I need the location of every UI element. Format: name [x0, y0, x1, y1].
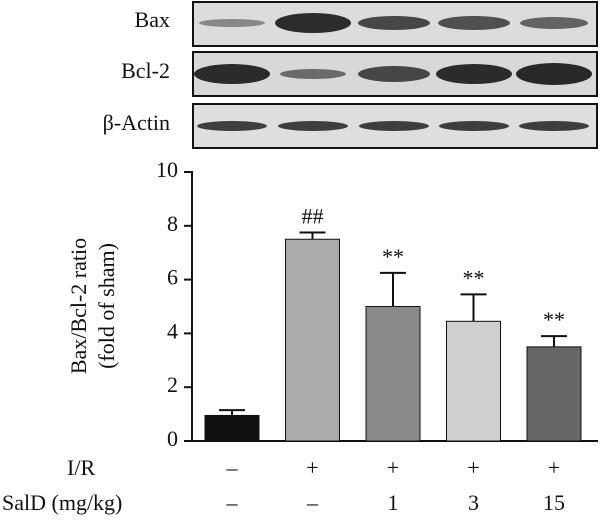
- condition-label: SalD (mg/kg): [2, 490, 122, 515]
- y-axis-label: (fold of sham): [94, 243, 119, 369]
- significance-label: **: [543, 307, 565, 332]
- condition-value: +: [387, 455, 399, 480]
- bar: [285, 238, 340, 442]
- blot-label: Bax: [135, 7, 170, 32]
- significance-label: ##: [302, 204, 324, 229]
- condition-value: +: [467, 455, 479, 480]
- bar: [365, 306, 421, 442]
- condition-value: –: [306, 490, 319, 515]
- condition-value: 3: [468, 490, 479, 515]
- western-blots: Bax Bcl-2 β-Actin: [103, 1, 598, 149]
- condition-value: –: [226, 455, 239, 480]
- y-axis-label: Bax/Bcl-2 ratio: [66, 238, 91, 374]
- condition-value: –: [226, 490, 239, 515]
- condition-value: +: [306, 455, 318, 480]
- bar: [446, 320, 501, 442]
- y-tick-label: 4: [167, 318, 178, 343]
- blot-label: Bcl-2: [121, 58, 170, 83]
- condition-value: +: [548, 455, 560, 480]
- y-tick-label: 0: [167, 426, 178, 451]
- bar: [526, 346, 582, 442]
- bar: [204, 414, 260, 442]
- significance-label: **: [463, 265, 485, 290]
- bands: [194, 13, 592, 131]
- y-tick-label: 10: [156, 157, 178, 182]
- y-tick-label: 6: [167, 265, 178, 290]
- y-tick-label: 2: [167, 372, 178, 397]
- condition-value: 15: [543, 490, 565, 515]
- y-axis-title: Bax/Bcl-2 ratio (fold of sham): [66, 238, 119, 374]
- condition-value: 1: [388, 490, 399, 515]
- blot-label: β-Actin: [103, 110, 170, 135]
- significance-label: **: [382, 244, 404, 269]
- condition-label: I/R: [67, 455, 95, 480]
- y-tick-label: 8: [167, 211, 178, 236]
